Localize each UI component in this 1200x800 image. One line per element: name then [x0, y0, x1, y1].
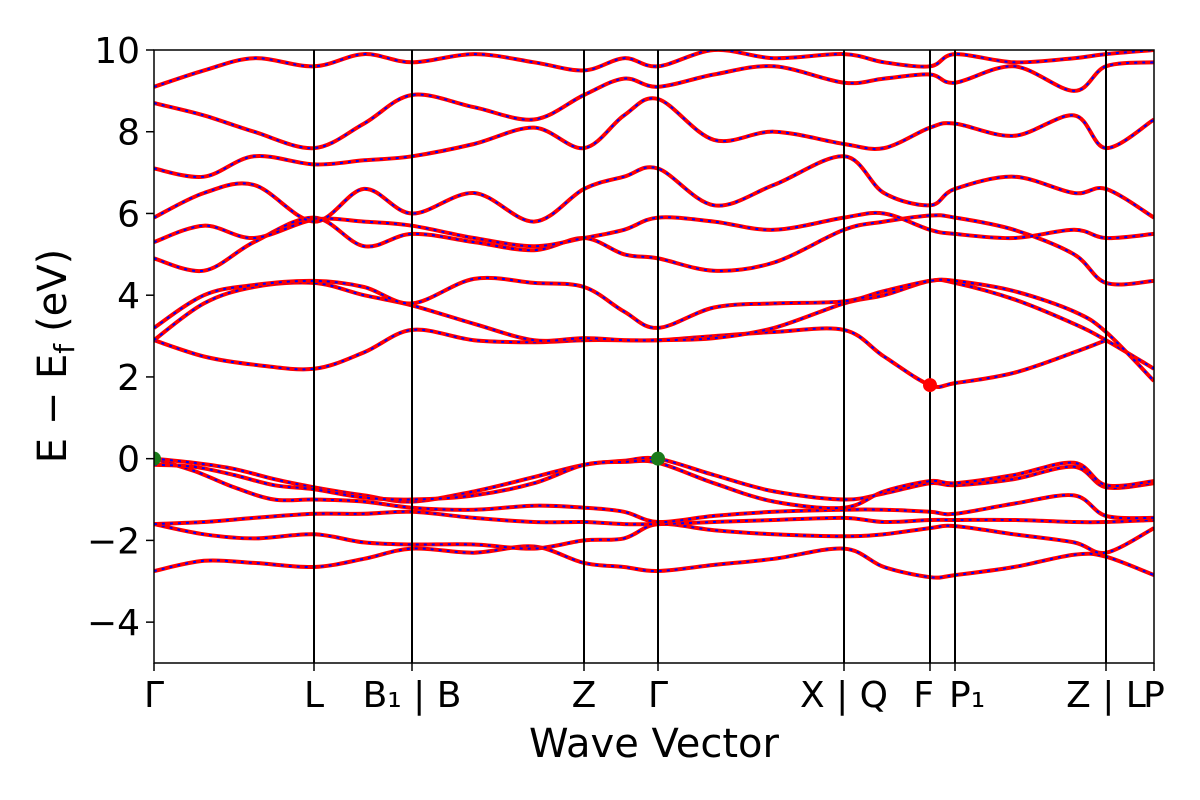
band-lines	[154, 50, 1154, 580]
x-axis-ticks: Γ L B₁ | B Z Γ X | Q F P₁ Z | LP	[144, 663, 1165, 716]
y-axis-title-main: E − E	[30, 354, 76, 464]
band-6-overlay	[154, 459, 1154, 510]
band-7-overlay	[154, 327, 1107, 388]
vbm-marker	[154, 451, 161, 466]
band-13-overlay	[154, 97, 1154, 178]
x-tick-label: X | Q	[800, 675, 888, 716]
band-12-line	[154, 154, 1154, 224]
band-4-overlay	[154, 457, 1154, 524]
band-7-line	[154, 326, 1107, 389]
x-tick-label: Γ	[144, 675, 164, 716]
band-10-line	[154, 213, 1154, 287]
x-tick-label: P₁	[949, 675, 985, 716]
x-tick-label: F	[913, 675, 934, 716]
band-1-line	[154, 544, 1154, 580]
band-2-line	[154, 521, 1154, 556]
extrema-markers	[154, 378, 937, 466]
vbm-marker	[651, 451, 665, 466]
x-axis-title: Wave Vector	[529, 721, 780, 767]
y-tick-label: 0	[117, 440, 140, 481]
y-tick-label: 2	[117, 358, 140, 399]
band-8-overlay	[154, 278, 1154, 370]
x-tick-label: Γ	[648, 675, 668, 716]
y-axis-ticks: −4 −2 0 2 4 6 8 10	[87, 31, 154, 644]
x-tick-label: P	[1143, 675, 1165, 716]
y-axis-title: E − Ef (eV)	[30, 249, 81, 464]
high-symmetry-lines	[313, 50, 1107, 663]
y-axis-title-unit: (eV)	[30, 249, 76, 332]
y-tick-label: −2	[87, 521, 140, 562]
y-tick-label: −4	[87, 603, 140, 644]
band-8-line	[154, 277, 1154, 371]
band-9-line	[154, 275, 1154, 383]
y-tick-label: 4	[117, 276, 140, 317]
cbm-marker	[923, 378, 937, 393]
y-tick-label: 8	[117, 113, 140, 154]
band-14-overlay	[154, 61, 1154, 150]
band-2-overlay	[154, 522, 1154, 555]
y-tick-label: 6	[117, 194, 140, 235]
y-tick-label: 10	[94, 31, 140, 72]
band-1-overlay	[154, 545, 1154, 579]
band-13-line	[154, 96, 1154, 179]
x-tick-label: Z | L	[1066, 675, 1146, 716]
x-tick-label: B₁ | B	[363, 675, 462, 716]
x-tick-label: Z	[572, 675, 597, 716]
y-axis-title-subscript: f	[48, 343, 81, 354]
band-5-overlay	[154, 456, 1154, 503]
plot-frame	[153, 49, 1155, 664]
x-tick-label: L	[304, 675, 324, 716]
